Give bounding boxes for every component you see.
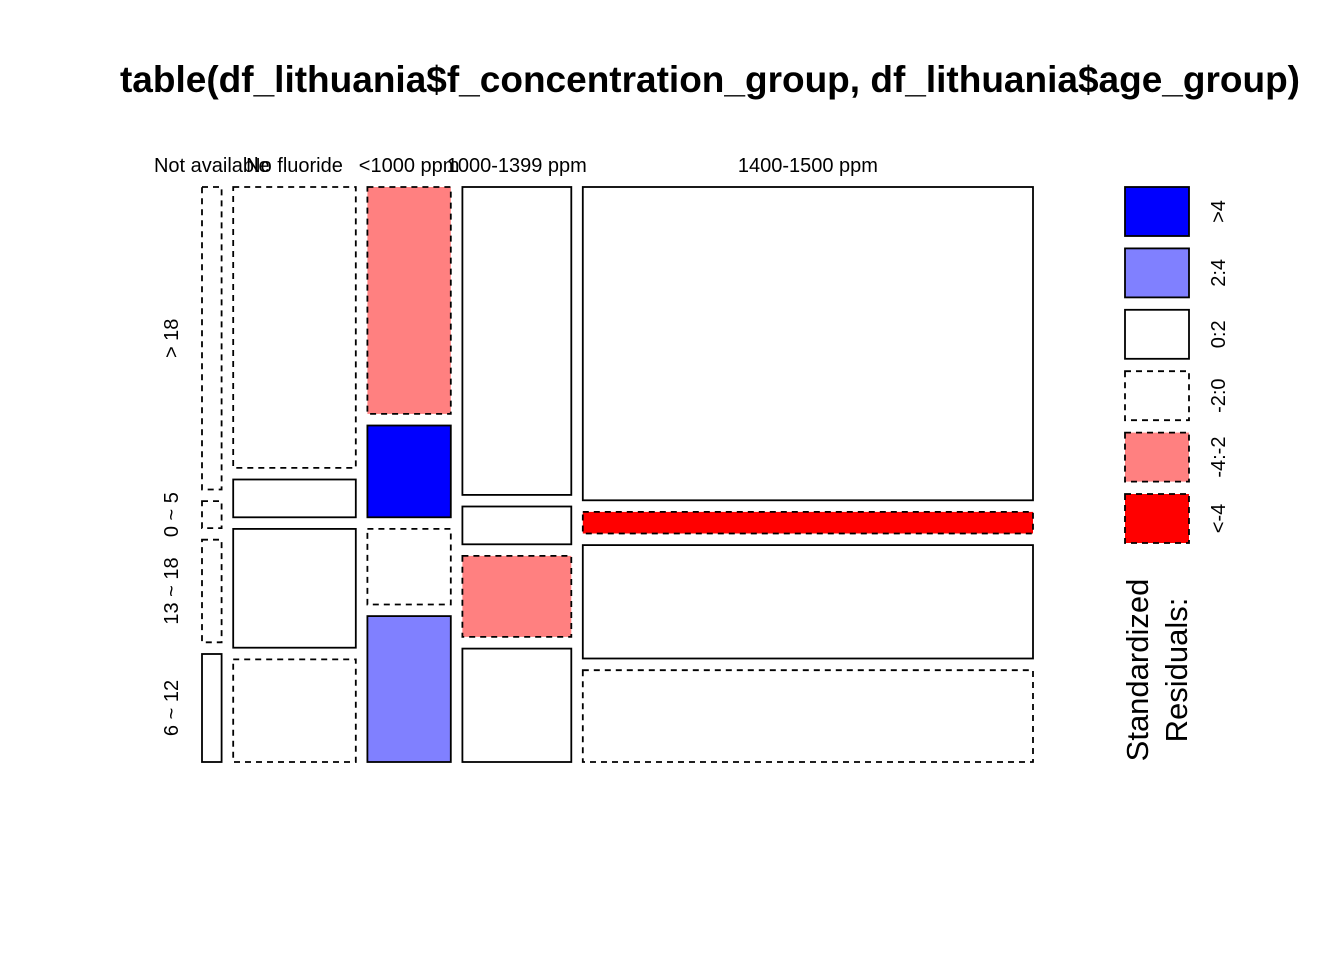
mosaic-cell-1000-1399-ppm-13-18	[461, 555, 573, 638]
mosaic-cell-1400-1500-ppm-6-12	[581, 669, 1034, 763]
mosaic-cell-1400-1500-ppm-13-18	[581, 544, 1034, 660]
mosaic-cell-1000-ppm-13-18	[366, 528, 452, 606]
legend-swatch-4	[1124, 370, 1190, 422]
column-label-1000-ppm: <1000 ppm	[359, 155, 460, 177]
column-label-not-available: Not available	[154, 155, 270, 177]
mosaic-cell-no-fluoride-13-18	[232, 528, 357, 649]
legend-swatch-6	[1124, 493, 1190, 544]
legend-label-3: 0:2	[1208, 320, 1230, 348]
legend-swatch-3	[1124, 308, 1190, 360]
mosaic-cell-not-available-6-12	[201, 653, 223, 763]
chart-title: table(df_lithuania$f_concentration_group…	[120, 59, 1300, 100]
mosaic-cell-1000-ppm-6-12	[366, 615, 452, 763]
legend-title-line-2: Residuals:	[1159, 598, 1194, 743]
mosaic-cell-no-fluoride-6-12	[232, 658, 357, 763]
column-label-1400-1500-ppm: 1400-1500 ppm	[738, 155, 878, 177]
row-label-13-18: 13 ~ 18	[161, 557, 183, 624]
mosaic-cells	[201, 186, 1034, 763]
mosaic-cell-1000-ppm-18	[366, 186, 452, 415]
mosaic-cell-not-available-0-5	[201, 500, 223, 530]
legend-label-5: -4:-2	[1208, 437, 1230, 478]
legend-label-4: -2:0	[1208, 378, 1230, 412]
residual-legend: >4 2:4 0:2 -2:0 -4:-2 <-4 Standardized Residual…	[1120, 186, 1230, 762]
mosaic-cell-not-available-13-18	[201, 538, 223, 644]
row-labels: > 18 0 ~ 5 13 ~ 18 6 ~ 12	[161, 319, 183, 737]
mosaic-cell-1000-1399-ppm-6-12	[461, 647, 573, 763]
mosaic-cell-1400-1500-ppm-0-5	[581, 510, 1034, 535]
mosaic-cell-1000-1399-ppm-0-5	[461, 505, 573, 546]
legend-swatch-5	[1124, 431, 1190, 483]
mosaic-cell-no-fluoride-18	[232, 186, 357, 469]
mosaic-cell-no-fluoride-0-5	[232, 478, 357, 519]
legend-swatch-2	[1124, 247, 1190, 299]
row-label-0-5: 0 ~ 5	[161, 492, 183, 537]
mosaic-cell-1400-1500-ppm-18	[581, 186, 1034, 502]
legend-label-6: <-4	[1208, 504, 1230, 533]
legend-label-2: 2:4	[1208, 259, 1230, 287]
legend-title-line-1: Standardized	[1120, 579, 1155, 762]
legend-label-1: >4	[1208, 200, 1230, 223]
mosaic-cell-1000-1399-ppm-18	[461, 186, 573, 496]
column-label-1000-1399-ppm: 1000-1399 ppm	[447, 155, 587, 177]
mosaic-cell-1000-ppm-0-5	[366, 424, 452, 519]
column-label-no-fluoride: No fluoride	[246, 155, 343, 177]
row-label-6-12: 6 ~ 12	[161, 680, 183, 736]
mosaic-cell-not-available-18	[201, 186, 223, 491]
row-label-18: > 18	[161, 319, 183, 358]
legend-swatch-1	[1124, 186, 1190, 237]
